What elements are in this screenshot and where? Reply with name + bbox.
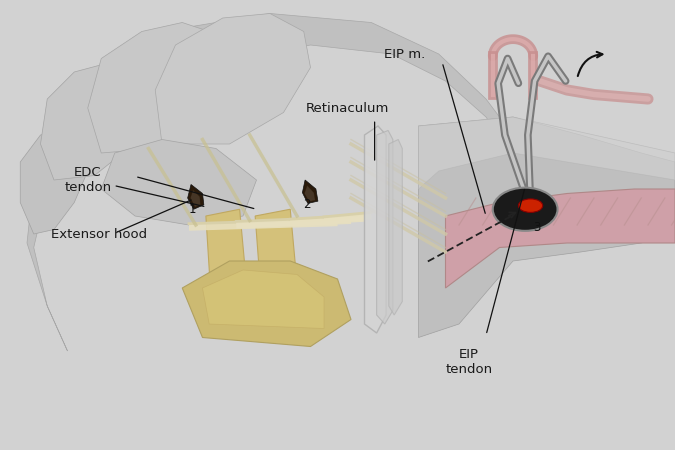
Text: 1: 1	[188, 203, 196, 216]
Polygon shape	[202, 270, 324, 328]
Polygon shape	[40, 63, 142, 180]
Text: Extensor hood: Extensor hood	[51, 228, 146, 240]
Text: EIP
tendon: EIP tendon	[446, 348, 493, 376]
Polygon shape	[27, 14, 675, 351]
Polygon shape	[101, 140, 256, 225]
Polygon shape	[446, 189, 675, 288]
Polygon shape	[255, 209, 300, 324]
Polygon shape	[418, 117, 675, 338]
Polygon shape	[377, 130, 393, 324]
Text: 3: 3	[533, 221, 540, 234]
Text: EDC
tendon: EDC tendon	[64, 166, 111, 194]
Polygon shape	[302, 180, 318, 203]
Polygon shape	[182, 261, 351, 346]
Polygon shape	[304, 185, 315, 202]
Polygon shape	[389, 140, 402, 315]
Polygon shape	[20, 130, 88, 234]
Polygon shape	[206, 209, 250, 324]
Polygon shape	[155, 14, 310, 144]
Polygon shape	[188, 184, 204, 209]
Ellipse shape	[518, 199, 543, 212]
Polygon shape	[88, 22, 230, 153]
Polygon shape	[418, 117, 675, 189]
Text: 2: 2	[303, 198, 311, 211]
Text: Retinaculum: Retinaculum	[306, 102, 389, 114]
Text: EIP m.: EIP m.	[384, 48, 426, 60]
Polygon shape	[190, 190, 200, 207]
Circle shape	[493, 188, 558, 231]
Polygon shape	[364, 126, 386, 333]
